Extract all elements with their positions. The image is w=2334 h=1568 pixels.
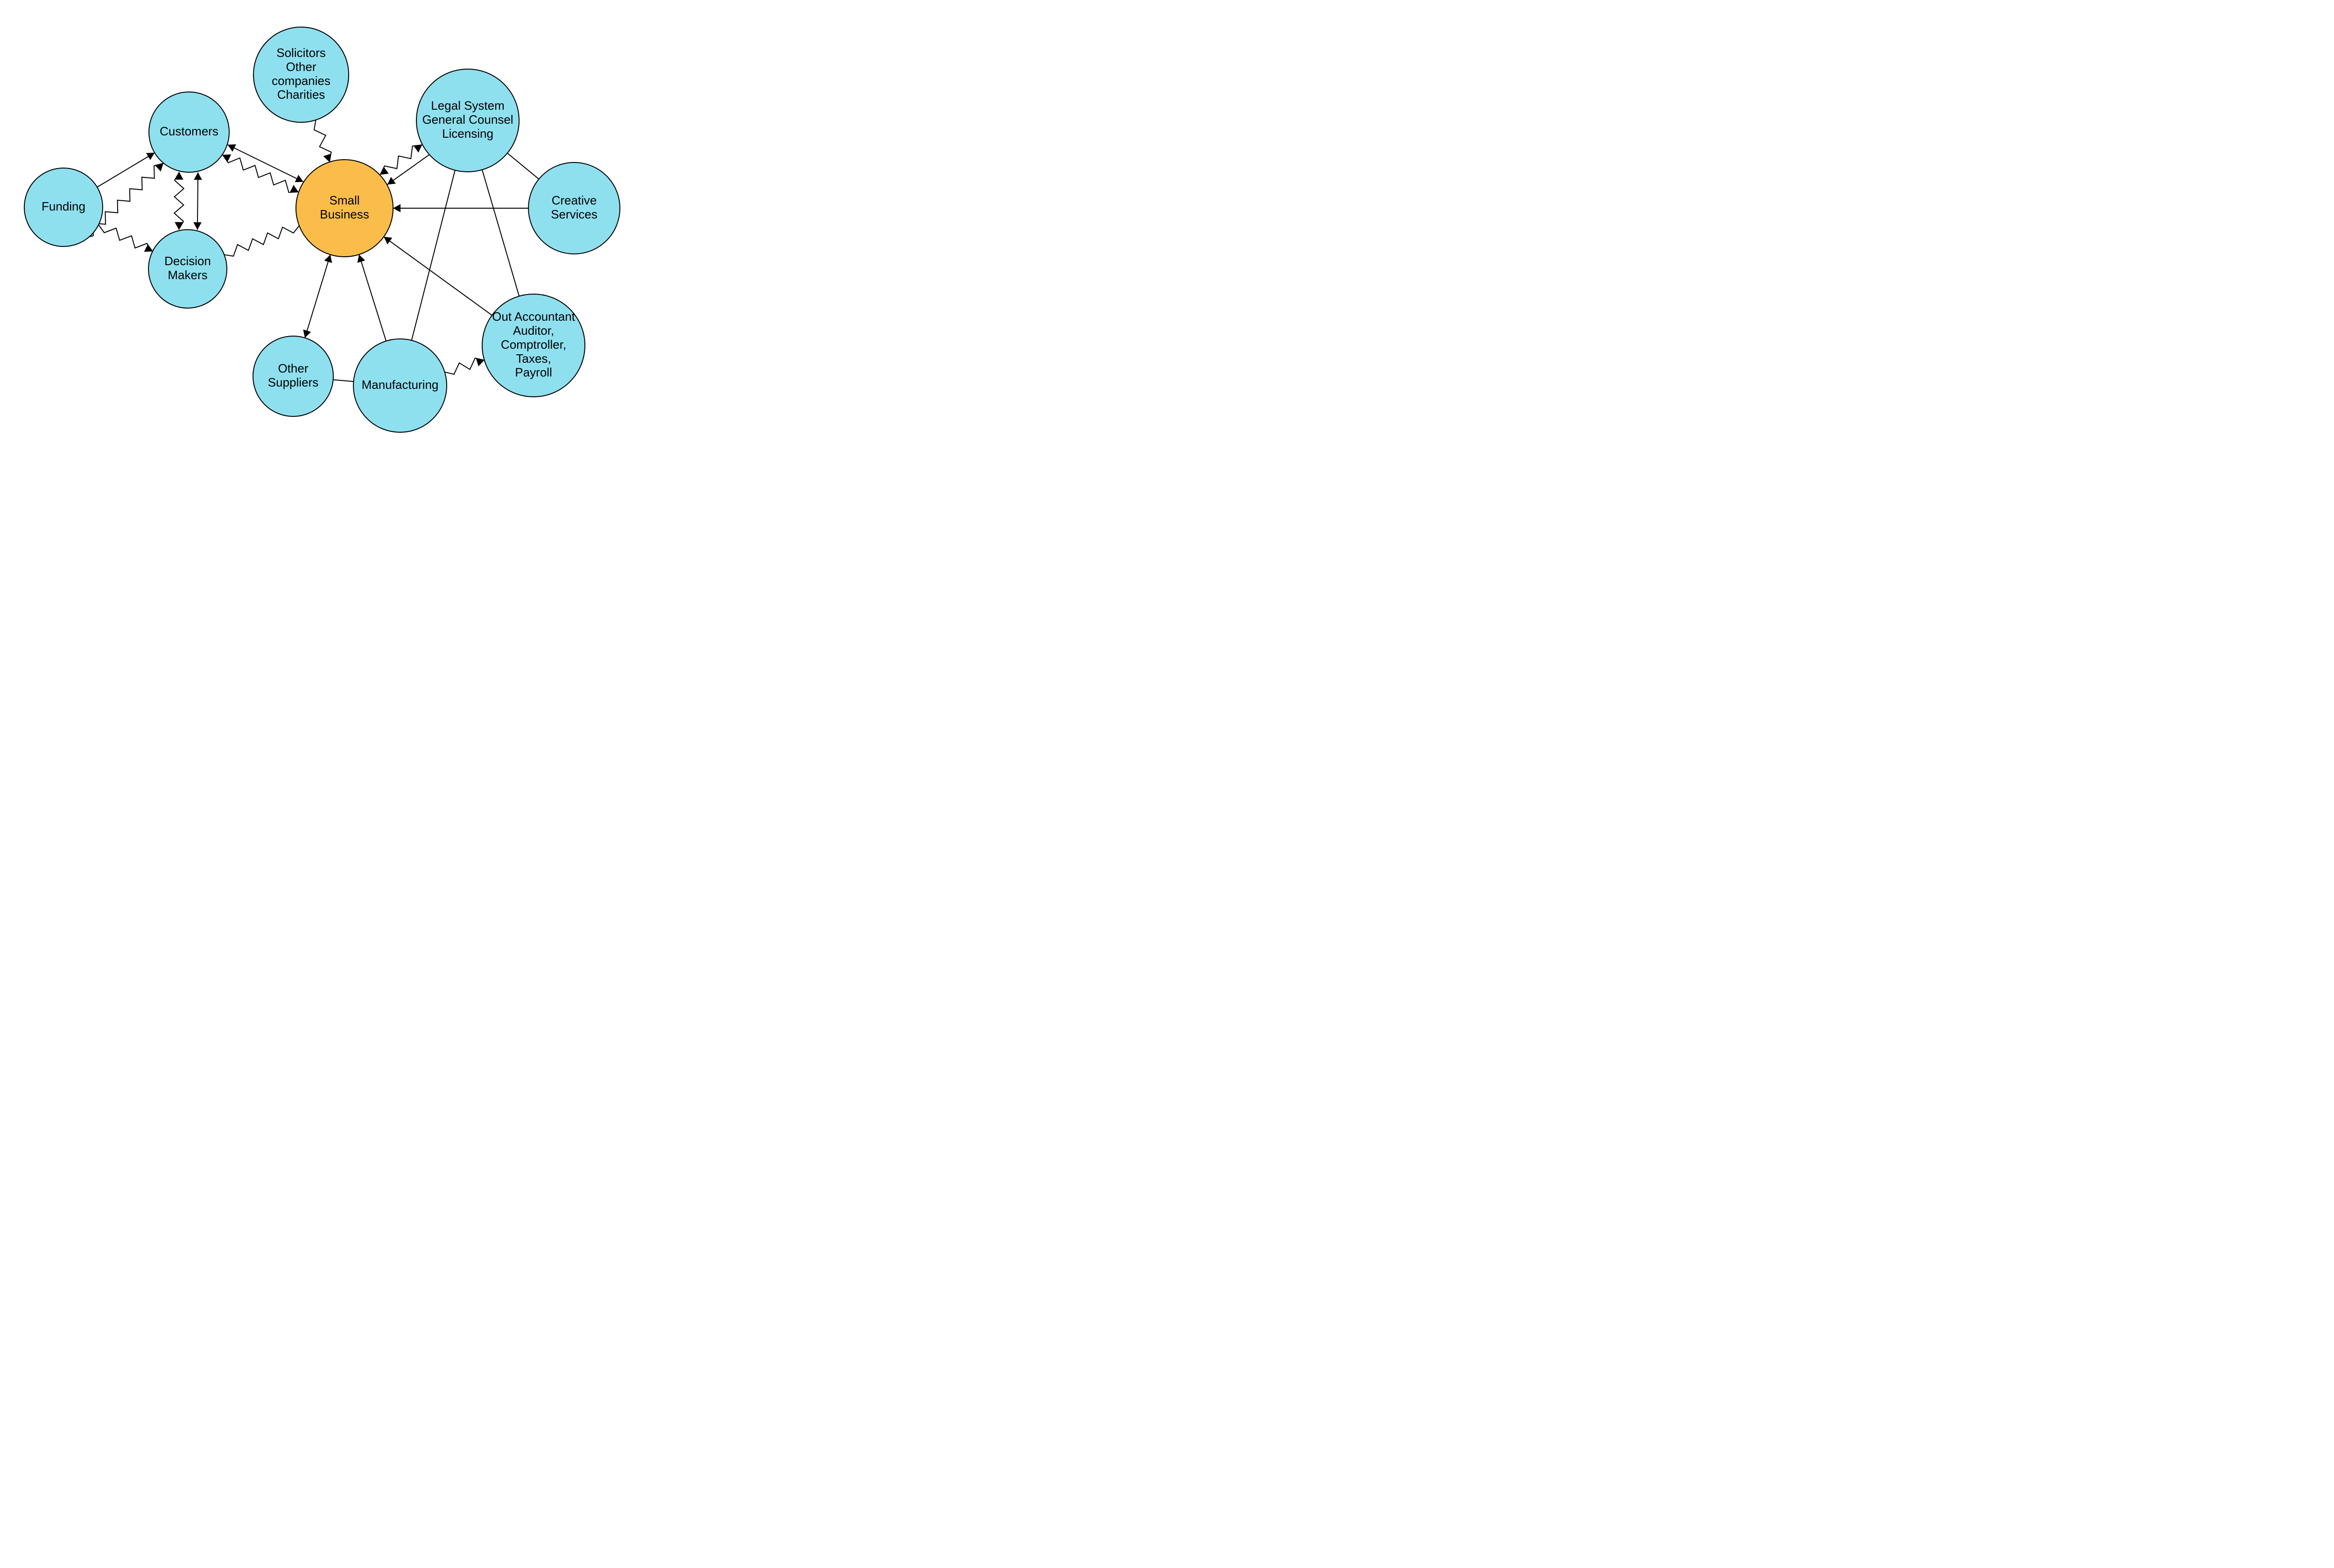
node-legal-label-line-2: Licensing xyxy=(442,127,493,141)
node-solicitors-label-line-2: companies xyxy=(272,74,330,88)
node-funding: Funding xyxy=(24,168,103,246)
edge-customers-to-small_biz xyxy=(228,144,303,182)
node-legal-label-line-0: Legal System xyxy=(431,98,505,113)
node-customers: Customers xyxy=(149,92,229,172)
node-solicitors: SolicitorsOthercompaniesCharities xyxy=(253,27,349,122)
edge-manufacturing-to-accountant xyxy=(445,358,485,374)
node-other_supp-label-line-0: Other xyxy=(278,361,308,375)
nodes-layer: Funding Customers DecisionMakers Solicitors… xyxy=(24,27,620,432)
edge-legal-to-manufacturing xyxy=(412,170,455,341)
edge-manufacturing-to-small_biz xyxy=(357,254,386,341)
edge-solicitors-to-small_biz xyxy=(314,120,331,162)
node-decision: DecisionMakers xyxy=(148,230,227,308)
edge-customers-to-decision xyxy=(174,172,184,230)
node-decision-label-line-1: Makers xyxy=(168,268,207,282)
node-legal: Legal SystemGeneral CounselLicensing xyxy=(416,69,519,172)
node-legal-label-line-1: General Counsel xyxy=(422,113,513,127)
node-accountant-label-line-4: Payroll xyxy=(515,366,552,380)
node-manufacturing-label-line-0: Manufacturing xyxy=(362,378,439,392)
edge-customers-to-decision xyxy=(193,172,202,230)
edge-legal-to-small_biz xyxy=(380,145,422,175)
node-funding-label-line-0: Funding xyxy=(42,199,85,213)
node-other_supp-label-line-1: Suppliers xyxy=(268,375,318,389)
edge-creative-to-small_biz xyxy=(393,204,528,212)
node-solicitors-label-line-1: Other xyxy=(286,60,316,74)
edge-other_supp-to-small_biz xyxy=(303,254,332,338)
node-accountant-label-line-0: Out Accountant xyxy=(492,309,576,323)
edge-decision-to-small_biz xyxy=(224,226,299,256)
node-creative-label-line-1: Services xyxy=(551,207,598,221)
node-accountant-label-line-3: Taxes, xyxy=(516,352,551,366)
node-customers-label-line-0: Customers xyxy=(160,124,218,138)
edge-funding-to-customers xyxy=(97,153,155,187)
node-small_biz-label-line-1: Business xyxy=(320,207,369,221)
node-accountant: Out AccountantAuditor,Comptroller,Taxes,… xyxy=(482,294,585,397)
node-creative-label-line-0: Creative xyxy=(552,193,597,207)
node-creative: CreativeServices xyxy=(528,162,620,254)
edge-legal-to-small_biz xyxy=(387,155,429,185)
edge-funding-to-decision xyxy=(98,225,153,252)
node-solicitors-label-line-3: Charities xyxy=(277,88,325,102)
node-accountant-label-line-1: Auditor, xyxy=(513,323,554,338)
node-accountant-label-line-2: Comptroller, xyxy=(501,338,566,352)
node-other_supp: OtherSuppliers xyxy=(253,336,333,416)
node-small_biz-label-line-0: Small xyxy=(329,193,359,207)
edge-legal-to-accountant xyxy=(482,170,519,296)
edge-legal-to-creative xyxy=(507,153,539,179)
edge-accountant-to-small_biz xyxy=(384,237,492,315)
node-small_biz: SmallBusiness xyxy=(296,160,393,257)
node-manufacturing: Manufacturing xyxy=(353,339,447,432)
edge-manufacturing-to-other_supp xyxy=(333,380,354,381)
node-decision-label-line-0: Decision xyxy=(164,254,211,268)
node-solicitors-label-line-0: Solicitors xyxy=(276,46,325,60)
stakeholder-network-diagram: Funding Customers DecisionMakers Solicitors… xyxy=(0,0,692,465)
